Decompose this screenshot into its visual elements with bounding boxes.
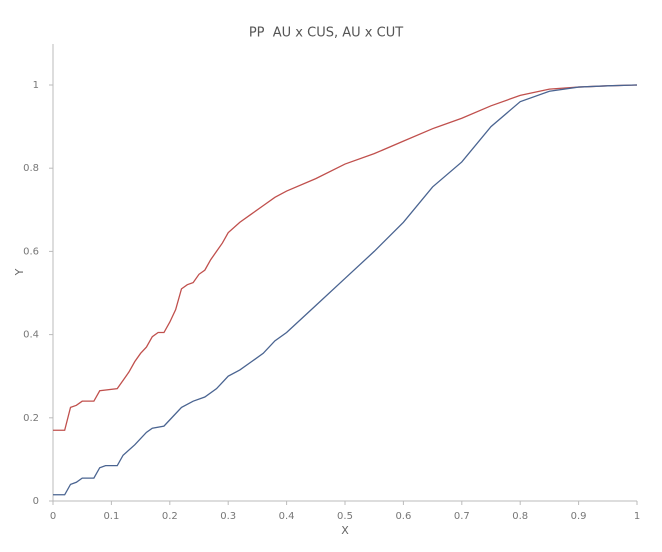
x-tick-label: 0.1 (103, 511, 119, 522)
x-tick-label: 0.2 (162, 511, 178, 522)
x-tick-label: 0.5 (337, 511, 353, 522)
data-line (53, 84, 638, 431)
y-tick-label: 0.4 (23, 330, 39, 341)
chart-title: PP AU x CUS, AU x CUT (249, 26, 403, 41)
y-tick-label: 0.8 (23, 163, 39, 174)
x-axis-label: X (341, 524, 349, 537)
y-axis-label: Y (13, 268, 26, 276)
y-tick-label: 1 (33, 80, 39, 91)
x-tick-label: 0 (50, 511, 56, 522)
y-tick-label: 0 (33, 496, 39, 507)
y-tick-label: 0.2 (23, 413, 39, 424)
x-tick-label: 0.9 (571, 511, 587, 522)
y-tick-label: 0.6 (23, 246, 39, 257)
x-tick-label: 0.7 (454, 511, 470, 522)
x-tick-label: 0.6 (395, 511, 411, 522)
x-tick-label: 1 (634, 511, 640, 522)
x-tick-label: 0.4 (279, 511, 295, 522)
data-line (53, 84, 638, 496)
x-tick-label: 0.3 (220, 511, 236, 522)
x-tick-label: 0.8 (512, 511, 528, 522)
